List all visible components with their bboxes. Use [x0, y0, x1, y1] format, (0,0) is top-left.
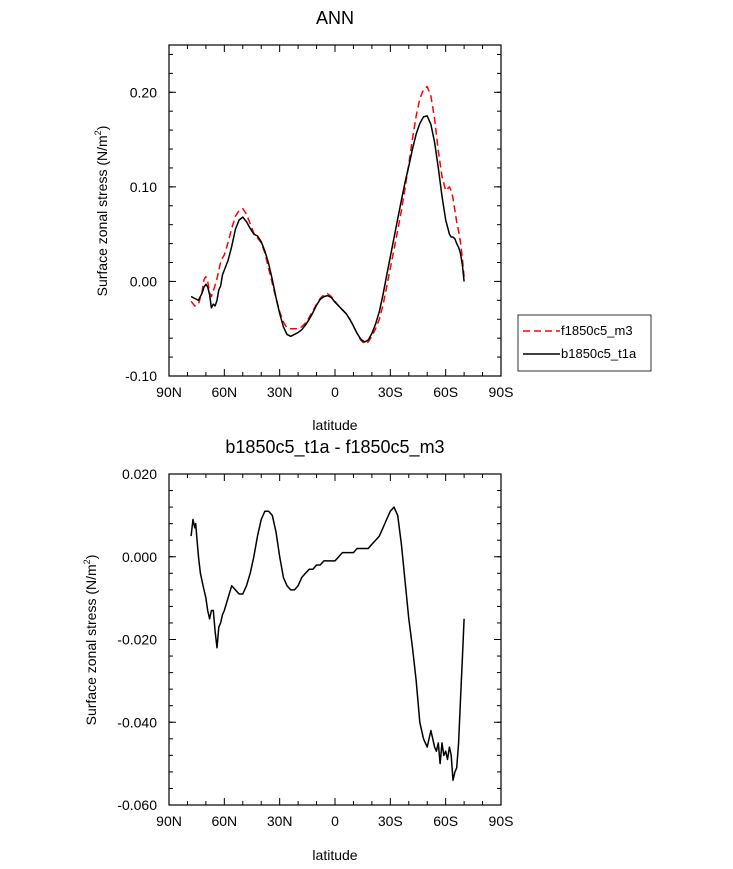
- x-tick-label-0: 90N: [156, 384, 182, 400]
- y-tick-label-4: -0.060: [117, 797, 157, 813]
- series-line-f1850c5-m3: [190, 85, 465, 345]
- y-tick-label-3: -0.10: [125, 368, 157, 384]
- y-axis-label-bottom-close: ): [83, 555, 99, 560]
- y-tick-label-3: -0.040: [117, 714, 157, 730]
- plot-frame-bottom: [168, 473, 502, 806]
- x-tick-label-4: 30S: [378, 813, 403, 829]
- y-axis-label-top-sup: 2: [93, 130, 103, 135]
- chart-title-bottom: b1850c5_t1a - f1850c5_m3: [225, 437, 444, 458]
- y-tick-label-0: 0.20: [130, 84, 157, 100]
- y-tick-label-2: -0.020: [117, 632, 157, 648]
- y-tick-label-0: 0.020: [122, 466, 157, 482]
- y-axis-label-top: Surface zonal stress (N/m2): [93, 126, 110, 297]
- plot-frame-top: [168, 44, 502, 377]
- x-tick-label-6: 90S: [489, 813, 514, 829]
- series-line-difference: [190, 506, 465, 781]
- chart-title-top: ANN: [316, 8, 354, 28]
- y-axis-label-top-main: Surface zonal stress (N/m: [94, 135, 110, 296]
- y-axis-label-top-close: ): [94, 126, 110, 131]
- x-axis-label-bottom: latitude: [312, 847, 357, 863]
- x-tick-label-1: 60N: [211, 813, 237, 829]
- x-tick-label-0: 90N: [156, 813, 182, 829]
- y-axis-label-bottom: Surface zonal stress (N/m2): [82, 555, 99, 726]
- series-group-top: [190, 85, 465, 345]
- legend-label-f1850c5-m3: f1850c5_m3: [561, 323, 633, 338]
- legend: f1850c5_m3 b1850c5_t1a: [517, 314, 652, 372]
- x-tick-label-3: 0: [331, 384, 339, 400]
- series-line-b1850c5-t1a: [190, 115, 465, 343]
- y-axis-label-bottom-sup: 2: [82, 559, 92, 564]
- x-axis-label-top: latitude: [312, 417, 357, 433]
- x-tick-label-5: 60S: [433, 384, 458, 400]
- x-tick-label-6: 90S: [489, 384, 514, 400]
- legend-label-b1850c5-t1a: b1850c5_t1a: [561, 346, 637, 361]
- x-tick-label-3: 0: [331, 813, 339, 829]
- x-tick-label-5: 60S: [433, 813, 458, 829]
- y-tick-label-2: 0.00: [130, 273, 157, 289]
- x-tick-label-4: 30S: [378, 384, 403, 400]
- y-tick-label-1: 0.10: [130, 179, 157, 195]
- x-tick-label-2: 30N: [267, 813, 293, 829]
- x-tick-label-2: 30N: [267, 384, 293, 400]
- x-tick-label-1: 60N: [211, 384, 237, 400]
- tick-group-top: 90N 60N 30N 0 30S 60S 90S 0.20 0.10 0.00 -0.10: [125, 45, 513, 400]
- series-group-bottom: [190, 506, 465, 781]
- legend-box: [517, 314, 652, 372]
- y-tick-label-1: 0.000: [122, 549, 157, 565]
- y-axis-label-bottom-main: Surface zonal stress (N/m: [83, 564, 99, 725]
- chart-panel-top: ANN 90N 60N 30N 0 30S 60S 90S 0.20 0.10 0.00 -0.10…: [93, 8, 652, 433]
- chart-panel-bottom: b1850c5_t1a - f1850c5_m3 90N 60N 30N 0 30S 60…: [82, 437, 513, 863]
